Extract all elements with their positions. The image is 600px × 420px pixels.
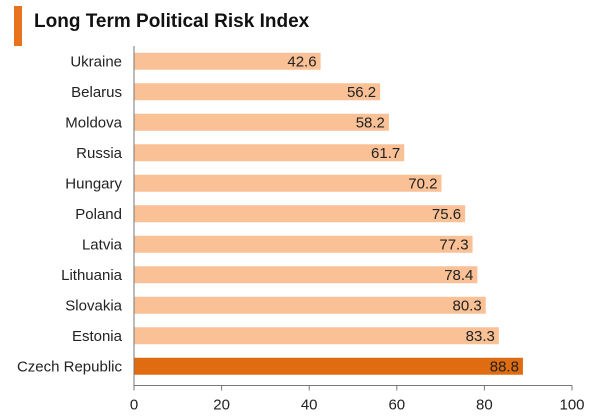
category-label: Moldova	[65, 114, 122, 131]
category-label: Estonia	[72, 328, 123, 345]
bar-moldova	[134, 113, 389, 131]
category-label: Hungary	[65, 175, 122, 192]
value-label: 77.3	[439, 236, 468, 253]
category-label: Poland	[75, 206, 122, 223]
x-tick-label: 0	[130, 397, 138, 414]
bar-poland	[134, 205, 466, 223]
category-label: Ukraine	[70, 53, 122, 70]
bar-estonia	[134, 327, 499, 345]
value-label: 83.3	[466, 328, 495, 345]
value-label: 80.3	[453, 297, 482, 314]
title-accent-bar	[14, 6, 22, 46]
value-label: 61.7	[371, 145, 400, 162]
value-label: 88.8	[490, 358, 519, 375]
value-label: 78.4	[444, 267, 473, 284]
bar-russia	[134, 144, 405, 162]
bar-ukraine	[134, 52, 321, 70]
bar-lithuania	[134, 266, 478, 284]
bar-hungary	[134, 174, 442, 192]
category-label: Latvia	[82, 236, 123, 253]
value-label: 56.2	[347, 84, 376, 101]
x-tick-label: 20	[213, 397, 230, 414]
category-label: Belarus	[71, 84, 122, 101]
category-label: Slovakia	[65, 297, 122, 314]
category-label: Czech Republic	[17, 358, 123, 375]
category-label: Russia	[76, 145, 123, 162]
x-tick-label: 40	[301, 397, 318, 414]
value-label: 58.2	[356, 114, 385, 131]
value-label: 70.2	[408, 175, 437, 192]
bar-czech-republic	[134, 357, 523, 375]
value-label: 75.6	[432, 206, 461, 223]
chart-title: Long Term Political Risk Index	[34, 11, 310, 32]
value-label: 42.6	[287, 53, 316, 70]
bar-latvia	[134, 235, 473, 253]
x-tick-label: 80	[476, 397, 493, 414]
x-tick-label: 60	[388, 397, 405, 414]
category-label: Lithuania	[61, 267, 123, 284]
bar-belarus	[134, 83, 381, 101]
x-tick-label: 100	[559, 397, 584, 414]
bar-slovakia	[134, 296, 486, 314]
